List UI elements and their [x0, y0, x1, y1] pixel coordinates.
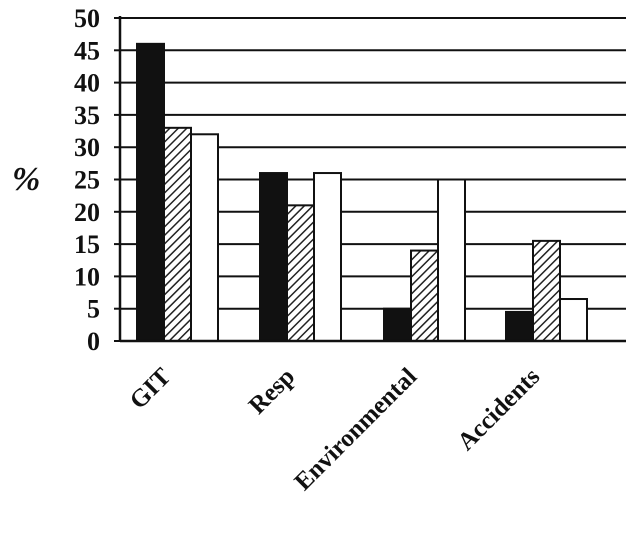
- y-tick-label: 50: [74, 4, 100, 33]
- y-tick-label: 35: [74, 101, 100, 130]
- y-tick-label: 30: [74, 133, 100, 162]
- y-tick-label: 0: [87, 327, 100, 356]
- bar-git-series-2: [163, 126, 192, 342]
- x-tick-label: Environmental: [290, 363, 423, 496]
- y-tick-label: 20: [74, 198, 100, 227]
- x-tick-label: Accidents: [453, 363, 546, 456]
- bars: [136, 42, 588, 343]
- y-tick-label: 40: [74, 69, 100, 98]
- bar-accidents-series-1: [505, 310, 534, 342]
- bar-environmental-series-3: [437, 178, 466, 342]
- bar-resp-series-1: [259, 172, 288, 342]
- y-tick-label: 15: [74, 230, 100, 259]
- bar-resp-series-3: [313, 172, 342, 342]
- bar-resp-series-2: [286, 204, 315, 342]
- bar-git-series-1: [136, 42, 165, 343]
- bar-environmental-series-2: [410, 249, 439, 342]
- y-tick-label: 25: [74, 166, 100, 195]
- bar-accidents-series-3: [559, 298, 588, 343]
- x-tick-label: Resp: [244, 363, 300, 419]
- y-tick-label: 5: [87, 295, 100, 324]
- y-axis-label: %: [12, 161, 40, 198]
- bar-git-series-3: [190, 133, 219, 342]
- y-tick-label: 45: [74, 36, 100, 65]
- x-tick-label: GIT: [125, 363, 177, 415]
- y-tick-label: 10: [74, 262, 100, 291]
- bar-accidents-series-2: [532, 239, 561, 342]
- bar-environmental-series-1: [383, 307, 412, 343]
- y-tick-labels: 0 5 10 15 20 25 30 35 40 45 50: [74, 4, 100, 356]
- axes: [114, 16, 626, 343]
